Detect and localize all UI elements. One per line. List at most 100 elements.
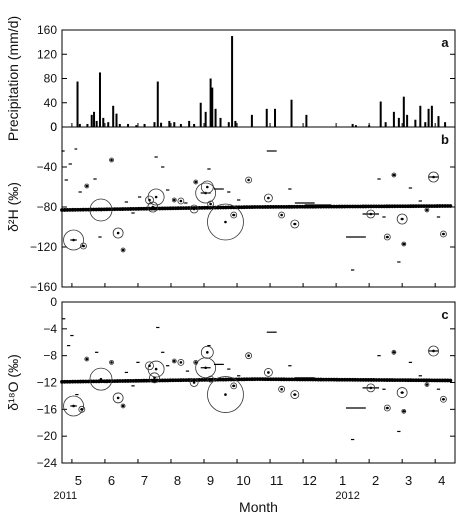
baseline-point xyxy=(242,205,247,210)
event-bubble xyxy=(200,180,214,194)
event-bubble xyxy=(440,395,447,403)
baseline-point xyxy=(313,204,318,209)
x-axis-label: Month xyxy=(239,499,278,515)
baseline-point xyxy=(165,206,170,211)
baseline-point xyxy=(429,204,434,209)
baseline-point xyxy=(350,377,355,382)
baseline-point xyxy=(387,204,392,209)
baseline-point xyxy=(91,379,96,384)
y-tick-label-a: 80 xyxy=(44,72,58,86)
event-point xyxy=(442,397,445,401)
baseline-point xyxy=(408,378,413,383)
baseline-point xyxy=(202,205,207,210)
baseline-point xyxy=(160,206,165,211)
plot-frame-a xyxy=(61,29,456,128)
baseline-point xyxy=(70,207,75,212)
precip-bar xyxy=(112,105,115,127)
baseline-point xyxy=(379,378,384,382)
event-bubble xyxy=(63,229,84,251)
baseline-point xyxy=(239,377,244,382)
baseline-point xyxy=(414,204,418,209)
baseline-point xyxy=(258,205,263,209)
x-tick-label: 12 xyxy=(302,473,316,488)
event-bubble xyxy=(177,358,185,366)
y-tick-label-c: −4 xyxy=(43,322,57,336)
baseline-point xyxy=(168,378,173,383)
baseline-point xyxy=(226,205,231,210)
baseline-point xyxy=(395,378,400,383)
event-point xyxy=(425,208,429,212)
event-bubble xyxy=(207,376,244,413)
x-year-label: 2012 xyxy=(335,490,359,502)
baseline-point xyxy=(284,204,289,209)
event-bubble xyxy=(383,233,391,241)
baseline-point xyxy=(173,206,178,211)
baseline-point xyxy=(247,377,252,382)
event-point xyxy=(402,242,406,246)
event-bubble xyxy=(177,197,185,205)
event-bubble xyxy=(193,179,199,185)
baseline-point xyxy=(353,204,358,209)
x-tick-label: 7 xyxy=(141,473,148,488)
precip-bar xyxy=(102,117,105,127)
precip-bar xyxy=(406,114,409,127)
event-bubble xyxy=(264,193,273,203)
precip-bar xyxy=(305,114,308,127)
baseline-point xyxy=(78,207,83,212)
baseline-point xyxy=(435,378,440,383)
baseline-point xyxy=(271,205,276,209)
baseline-point xyxy=(348,204,352,209)
event-bubble xyxy=(424,382,430,387)
baseline-point xyxy=(271,377,276,382)
baseline-point xyxy=(308,204,313,209)
baseline-point xyxy=(160,378,165,383)
y-tick-label-a: 120 xyxy=(37,47,57,61)
baseline-point xyxy=(73,207,78,212)
precip-bar xyxy=(199,102,202,127)
baseline-point xyxy=(406,378,411,383)
baseline-point xyxy=(152,378,157,383)
precip-bar xyxy=(419,105,422,127)
baseline-point xyxy=(403,204,408,209)
baseline-point xyxy=(173,378,178,383)
precip-bar xyxy=(231,36,234,127)
precip-bar xyxy=(98,72,101,127)
baseline-point xyxy=(448,378,453,383)
event-bubble xyxy=(112,227,124,239)
baseline-point xyxy=(403,378,408,383)
event-point xyxy=(172,198,176,202)
baseline-point xyxy=(398,204,403,209)
baseline-point xyxy=(292,204,297,209)
baseline-point xyxy=(374,204,379,209)
baseline-point xyxy=(289,204,294,209)
baseline-point xyxy=(128,207,133,211)
event-bubble xyxy=(396,213,408,225)
baseline-point xyxy=(416,378,421,383)
baseline-point xyxy=(266,377,270,382)
baseline-point xyxy=(237,377,241,382)
event-bubble xyxy=(207,200,215,208)
event-point xyxy=(247,354,250,357)
precip-bar xyxy=(95,120,98,127)
baseline-point xyxy=(62,208,67,212)
baseline-point xyxy=(289,377,294,382)
precip-bar xyxy=(115,113,118,127)
baseline-point xyxy=(424,378,429,383)
baseline-point xyxy=(200,378,204,382)
event-bubble xyxy=(264,368,273,377)
baseline-point xyxy=(237,205,241,210)
event-point xyxy=(402,410,406,413)
event-point xyxy=(110,361,113,364)
x-tick-label: 6 xyxy=(108,473,115,488)
event-point xyxy=(179,361,183,364)
baseline-point xyxy=(215,205,220,210)
event-point xyxy=(293,393,297,396)
event-point xyxy=(154,195,158,199)
precip-bar xyxy=(204,111,207,127)
baseline-point xyxy=(168,206,173,211)
precip-bar xyxy=(135,125,138,127)
event-point xyxy=(80,408,84,411)
baseline-point xyxy=(319,204,323,209)
